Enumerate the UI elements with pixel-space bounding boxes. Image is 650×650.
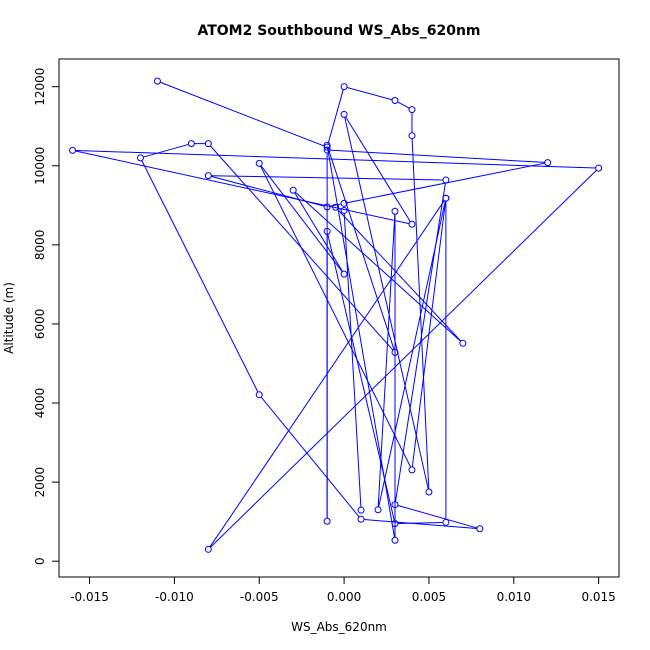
x-tick-label: -0.010	[155, 590, 194, 604]
data-point	[408, 466, 416, 474]
data-point	[544, 159, 552, 167]
series-segment	[143, 143, 189, 158]
data-point	[323, 143, 331, 151]
series-segment	[295, 191, 461, 342]
data-point	[69, 146, 77, 154]
data-point	[476, 525, 484, 533]
data-point	[408, 132, 416, 140]
y-axis: 0 2000 4000 6000 8000 10000 12000	[33, 68, 60, 565]
data-point	[408, 220, 416, 228]
series-segment	[338, 207, 342, 210]
series-segment	[343, 213, 362, 508]
series-segment	[327, 89, 344, 145]
x-tick-label: 0.000	[327, 590, 361, 604]
x-tick-label: 0.005	[412, 590, 446, 604]
data-point	[323, 203, 331, 211]
y-tick-label: 10000	[33, 147, 47, 185]
y-tick-label: 12000	[33, 68, 47, 106]
data-point	[459, 339, 467, 347]
data-point	[187, 140, 195, 148]
data-point	[153, 77, 161, 85]
data-point	[204, 545, 212, 553]
data-point	[425, 488, 433, 496]
y-tick-label: 2000	[33, 467, 47, 498]
series-segment	[327, 147, 395, 350]
data-point	[255, 159, 263, 167]
x-tick-label: -0.015	[70, 590, 109, 604]
series-segment	[294, 192, 343, 272]
x-tick-label: -0.005	[240, 590, 279, 604]
data-point	[357, 506, 365, 514]
series-segment	[141, 160, 259, 393]
data-point	[340, 83, 348, 91]
series-segment	[364, 519, 477, 530]
series-segment	[260, 165, 412, 468]
data-point	[408, 106, 416, 114]
data-point	[323, 141, 331, 149]
series-segment	[260, 165, 343, 273]
data-point	[340, 110, 348, 118]
chart-title: ATOM2 Southbound WS_Abs_620nm	[197, 23, 480, 39]
data-point	[442, 194, 450, 202]
data-point	[595, 164, 603, 172]
series-segment	[344, 117, 429, 490]
series-segment	[397, 101, 410, 109]
data-point	[442, 176, 450, 184]
series-segment	[327, 234, 395, 521]
series-segment	[330, 149, 545, 163]
y-tick-label: 8000	[33, 230, 47, 261]
plot-area	[58, 58, 620, 578]
y-tick-label: 6000	[33, 309, 47, 340]
data-point	[391, 520, 399, 528]
series-lines	[75, 81, 597, 548]
series-segment	[160, 81, 325, 147]
data-point	[289, 186, 297, 194]
series-segment	[397, 522, 443, 525]
series-segment	[345, 116, 411, 222]
series-segment	[337, 209, 462, 342]
data-point	[374, 506, 382, 514]
series-segment	[394, 182, 446, 502]
data-point	[391, 501, 399, 509]
data-point	[391, 207, 399, 215]
data-point	[255, 391, 263, 399]
data-point	[391, 348, 399, 356]
data-point	[323, 517, 331, 525]
series-segment	[346, 86, 393, 101]
x-axis: -0.015 -0.010 -0.005 0.000 0.005 0.010 0.015	[70, 576, 616, 604]
series-segment	[75, 149, 596, 169]
x-axis-label: WS_Abs_620nm	[291, 620, 387, 634]
data-point	[323, 146, 331, 154]
data-point	[442, 518, 450, 526]
data-point	[391, 536, 399, 544]
data-point	[340, 206, 348, 214]
data-point	[340, 270, 348, 278]
x-tick-label: 0.010	[497, 590, 531, 604]
data-point	[332, 203, 340, 211]
x-tick-label: 0.015	[581, 590, 615, 604]
y-tick-label: 4000	[33, 388, 47, 419]
data-point	[204, 140, 212, 148]
data-point	[340, 199, 348, 207]
data-point	[391, 97, 399, 105]
y-tick-label: 0	[33, 557, 47, 565]
data-point	[357, 515, 365, 523]
data-point	[136, 154, 144, 162]
series-segment	[75, 150, 410, 225]
series-segment	[210, 169, 597, 548]
series-segment	[260, 396, 360, 518]
series-segment	[411, 201, 447, 467]
data-point	[204, 172, 212, 180]
y-axis-label: Altitude (m)	[2, 282, 16, 354]
series-segment	[329, 203, 342, 207]
series-points	[69, 77, 603, 553]
data-point	[323, 227, 331, 235]
series-segment	[397, 504, 478, 529]
